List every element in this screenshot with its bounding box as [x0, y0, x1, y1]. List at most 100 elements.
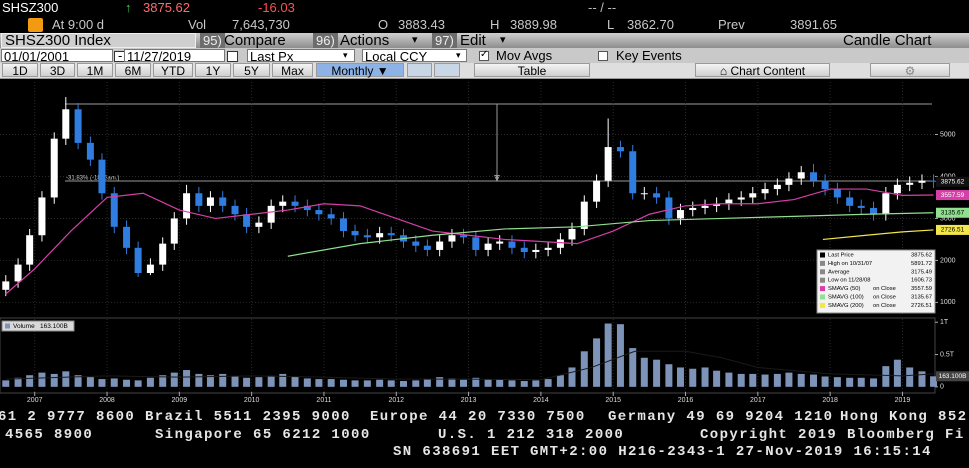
volume-bar: [243, 377, 251, 387]
alert-icon[interactable]: [28, 18, 43, 32]
actions-button[interactable]: Actions: [340, 32, 390, 49]
volume-label: Vol: [188, 17, 207, 32]
volume-bar: [267, 375, 275, 387]
calendar-icon[interactable]: [227, 51, 238, 62]
range-button[interactable]: YTD: [153, 63, 193, 78]
legend-swatch: [820, 269, 825, 275]
menu-number: 97): [432, 33, 457, 48]
period-select[interactable]: Monthly ▼: [316, 63, 404, 78]
candle-body: [749, 193, 757, 198]
legend: [816, 249, 936, 314]
volume-bar: [930, 376, 938, 387]
currency-select[interactable]: Local CCY: [362, 49, 467, 63]
volume-bar: [231, 376, 239, 387]
range-button[interactable]: 1M: [77, 63, 113, 78]
last-price: 3875.62: [143, 0, 190, 15]
settings-button[interactable]: ⚙: [870, 63, 950, 78]
start-date[interactable]: 01/01/2001: [1, 49, 113, 63]
net-change: -16.03: [258, 0, 295, 15]
candle-body: [472, 237, 480, 250]
range-button[interactable]: 1Y: [195, 63, 231, 78]
candle-body: [580, 201, 588, 229]
candle-body: [689, 207, 697, 211]
candle-body: [206, 197, 214, 206]
volume-bar: [351, 380, 359, 387]
edit-button[interactable]: Edit: [460, 32, 486, 49]
candle-body: [231, 205, 239, 215]
key-events-label: Key Events: [616, 48, 682, 63]
candle-body: [893, 184, 901, 194]
mov-avgs-checkbox[interactable]: ✓: [479, 49, 489, 61]
volume-bar: [629, 348, 637, 387]
volume-bar: [616, 324, 624, 387]
volume-bar: [640, 357, 648, 387]
volume-bar: [86, 377, 94, 387]
open-label: O: [378, 17, 389, 32]
volume-bar: [484, 379, 492, 387]
up-arrow: ↑: [125, 0, 132, 15]
candle-body: [134, 247, 142, 274]
volume-bar: [291, 376, 299, 387]
legend-label: SMAVG (50): [828, 286, 860, 292]
legend-value: 3875.62: [911, 253, 932, 259]
volume-legend-label: Volume: [13, 323, 35, 330]
footer-text: U.S. 1 212 318 2000: [438, 427, 625, 443]
footer-text: Europe 44 20 7330 7500: [370, 409, 586, 425]
legend-swatch: [820, 286, 825, 292]
quote-time: At 9:00 d: [52, 17, 105, 32]
volume-bar: [918, 371, 926, 387]
ticker: SHSZ300: [2, 0, 59, 15]
candle-body: [520, 247, 528, 253]
range-button[interactable]: 6M: [115, 63, 151, 78]
chart-content-button[interactable]: ⌂ Chart Content: [695, 63, 830, 78]
mov-avgs-label: Mov Avgs: [496, 48, 553, 63]
volume-bar: [833, 377, 841, 387]
candle-body: [629, 151, 637, 194]
legend-label: SMAVG (100): [828, 295, 864, 301]
range-button[interactable]: 1D: [2, 63, 38, 78]
range-button[interactable]: 5Y: [233, 63, 270, 78]
menu-number: 95): [200, 33, 225, 48]
x-tick-label: 2011: [316, 397, 331, 404]
volume-bar: [123, 379, 131, 387]
candle-body: [423, 245, 431, 250]
volume-bar: [725, 372, 733, 387]
field-select[interactable]: Last Px: [247, 49, 355, 63]
x-tick-label: 2013: [461, 397, 477, 404]
candle-body: [833, 189, 841, 198]
candle-body: [676, 210, 684, 219]
legend-swatch: [820, 294, 825, 300]
candle-body: [810, 172, 818, 181]
end-date[interactable]: 11/27/2019: [124, 49, 225, 63]
compare-button[interactable]: Compare: [224, 32, 286, 49]
bid-ask: -- / --: [588, 0, 617, 15]
legend-value: 3557.59: [911, 286, 932, 292]
x-tick-label: 2018: [822, 397, 838, 404]
y-tick-label: 1T: [940, 319, 949, 326]
moving-average-line: [5, 188, 934, 295]
volume-bar: [797, 373, 805, 387]
table-button[interactable]: Table: [474, 63, 590, 78]
candle-body: [291, 201, 299, 206]
candle-body: [846, 197, 854, 206]
volume-bar: [593, 338, 601, 387]
moving-average-line: [287, 212, 934, 257]
security-field[interactable]: SHSZ300 Index: [1, 33, 196, 48]
volume-bar: [339, 379, 347, 387]
candle-body: [170, 218, 178, 244]
candle-body: [159, 243, 167, 265]
legend-swatch: [820, 302, 825, 308]
candle-body: [279, 201, 287, 206]
key-events-checkbox[interactable]: [598, 51, 608, 61]
date-separator: -: [118, 48, 123, 63]
legend-label: Last Price: [828, 253, 854, 259]
y-tick-label: 5000: [940, 131, 956, 138]
low-label: L: [607, 17, 615, 32]
candle-body: [725, 199, 733, 204]
candle-body: [448, 235, 456, 242]
range-button[interactable]: 3D: [40, 63, 75, 78]
candle-body: [653, 193, 661, 198]
legend-label: SMAVG (200): [828, 303, 864, 309]
range-button[interactable]: Max: [272, 63, 313, 78]
